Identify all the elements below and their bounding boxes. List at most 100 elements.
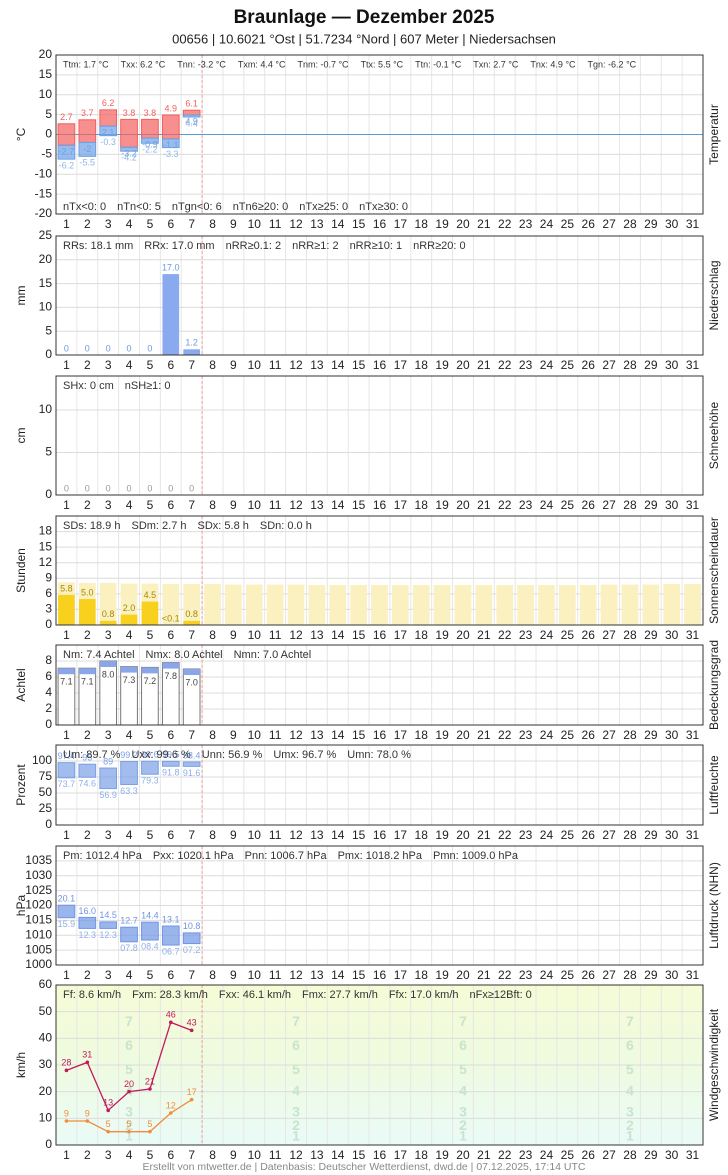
point xyxy=(168,1020,173,1025)
beaufort-label: 2 xyxy=(459,1117,467,1133)
range-bar xyxy=(182,761,201,767)
value-label: 99.2 xyxy=(120,750,138,760)
stat: SHx: 0 cm xyxy=(63,380,114,392)
value-label: 97.4 xyxy=(58,751,76,761)
x-tick-label: 23 xyxy=(519,828,533,842)
x-tick-label: 21 xyxy=(477,498,491,512)
point xyxy=(64,1119,69,1123)
beaufort-label: 7 xyxy=(626,1013,634,1029)
y-tick-label: 0 xyxy=(45,717,52,731)
x-tick-label: 18 xyxy=(415,498,429,512)
value-label: -5.5 xyxy=(80,158,96,168)
y-tick-label: 4 xyxy=(45,685,52,699)
stat: Tnm: -0.7 °C xyxy=(297,59,349,69)
x-tick-label: 18 xyxy=(415,1148,429,1162)
stat: Ttx: 5.5 °C xyxy=(361,59,404,69)
x-tick-label: 11 xyxy=(269,728,282,742)
x-tick-label: 18 xyxy=(415,828,429,842)
chart-title: Braunlage — Dezember 2025 xyxy=(234,7,495,28)
y-tick-label: 25 xyxy=(39,801,53,815)
y-tick-label: 10 xyxy=(39,300,53,314)
stat: Ff: 8.6 km/h xyxy=(63,989,121,1001)
beaufort-label: 5 xyxy=(459,1061,467,1077)
x-tick-label: 23 xyxy=(519,498,533,512)
stat: RRx: 17.0 mm xyxy=(144,240,214,252)
x-tick-label: 24 xyxy=(540,728,554,742)
x-tick-label: 7 xyxy=(188,828,195,842)
x-tick-label: 8 xyxy=(209,728,216,742)
value-label: 89 xyxy=(103,756,113,766)
value-label: 12.3 xyxy=(99,930,117,940)
x-tick-label: 31 xyxy=(686,498,700,512)
y-tick-label: 5 xyxy=(45,445,52,459)
x-tick-label: 21 xyxy=(477,217,491,231)
x-tick-label: 3 xyxy=(105,728,112,742)
value-label: 5 xyxy=(147,1119,152,1129)
x-tick-label: 3 xyxy=(105,217,112,231)
point xyxy=(127,1089,131,1094)
x-tick-label: 4 xyxy=(126,968,133,982)
x-tick-label: 21 xyxy=(477,628,491,642)
x-tick-label: 2 xyxy=(84,628,91,642)
stat: Umn: 78.0 % xyxy=(347,749,411,761)
value-label: 73.7 xyxy=(58,779,76,789)
y-tick-label: 100 xyxy=(32,753,52,767)
plot-frame xyxy=(55,744,704,826)
beaufort-label: 6 xyxy=(125,1037,133,1053)
bar xyxy=(579,585,597,625)
x-tick-label: 20 xyxy=(456,728,470,742)
x-tick-label: 22 xyxy=(498,828,512,842)
x-tick-label: 16 xyxy=(373,728,387,742)
point xyxy=(168,1111,173,1115)
bar xyxy=(329,585,347,625)
value-label: 4.4 xyxy=(185,118,198,128)
range-bar xyxy=(141,118,159,139)
x-tick-label: 11 xyxy=(269,828,282,842)
bar xyxy=(454,585,472,625)
x-tick-label: 16 xyxy=(373,628,387,642)
bar xyxy=(600,584,618,625)
y-tick-label: 30 xyxy=(39,1057,53,1071)
x-tick-label: 5 xyxy=(147,217,154,231)
plot-frame xyxy=(55,235,704,356)
range-bar xyxy=(141,921,159,941)
bar xyxy=(204,583,221,625)
x-tick-label: 6 xyxy=(167,358,174,372)
x-tick-label: 3 xyxy=(105,358,112,372)
value-label: 3.8 xyxy=(123,108,136,118)
stat: Fxm: 28.3 km/h xyxy=(132,989,208,1001)
x-tick-label: 21 xyxy=(477,828,491,842)
beaufort-label: 5 xyxy=(626,1061,634,1077)
x-tick-label: 19 xyxy=(435,968,449,982)
x-tick-label: 23 xyxy=(519,728,533,742)
x-tick-label: 10 xyxy=(248,628,262,642)
bar xyxy=(538,585,555,625)
x-tick-label: 18 xyxy=(415,358,429,372)
x-tick-label: 14 xyxy=(331,1148,345,1162)
x-tick-label: 4 xyxy=(126,728,133,742)
y-axis-label: mm xyxy=(14,286,28,306)
x-tick-label: 31 xyxy=(686,358,700,372)
beaufort-label: 7 xyxy=(459,1013,467,1029)
stat: nRR≥1: 2 xyxy=(292,240,338,252)
x-tick-label: 6 xyxy=(167,628,174,642)
range-bar xyxy=(141,760,159,775)
range-bar xyxy=(120,761,138,785)
x-tick-label: 9 xyxy=(230,498,237,512)
x-tick-label: 11 xyxy=(269,358,282,372)
x-tick-label: 28 xyxy=(623,358,637,372)
point xyxy=(106,1129,110,1134)
plot-frame xyxy=(55,845,704,966)
x-tick-label: 25 xyxy=(561,828,575,842)
value-label: 4.9 xyxy=(165,103,178,113)
value-label: 98.4 xyxy=(183,750,201,760)
x-tick-label: 25 xyxy=(561,728,575,742)
stat: Tgn: -6.2 °C xyxy=(588,59,637,69)
x-tick-label: 20 xyxy=(456,828,470,842)
value-label: 07.8 xyxy=(120,943,138,953)
bar xyxy=(266,584,284,625)
value-label: 4.5 xyxy=(144,590,157,600)
x-tick-label: 17 xyxy=(394,1148,408,1162)
point xyxy=(148,1087,152,1091)
x-tick-label: 22 xyxy=(498,498,512,512)
